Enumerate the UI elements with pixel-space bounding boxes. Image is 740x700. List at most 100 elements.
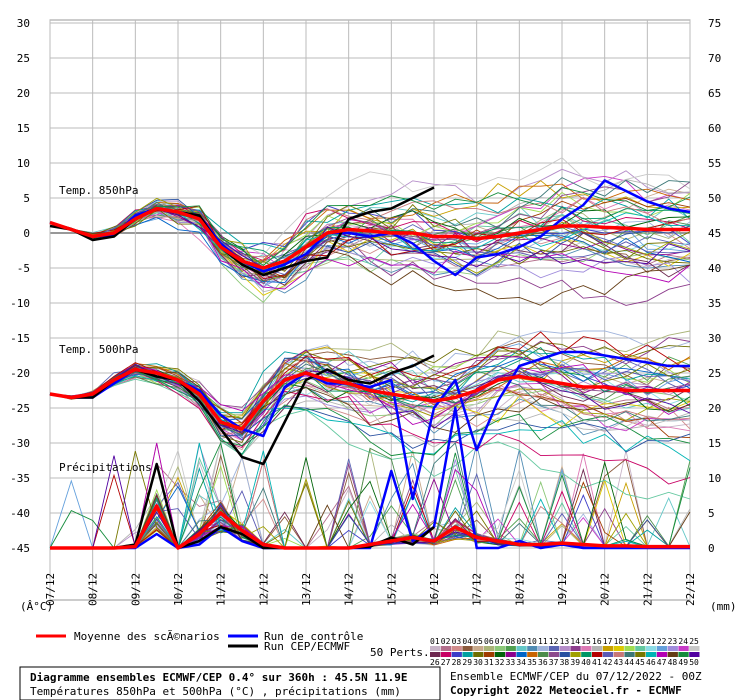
- y-tick-right: 45: [708, 227, 721, 240]
- pert-swatch: [516, 652, 527, 657]
- pert-swatch: [548, 646, 560, 651]
- pert-number: 15: [581, 637, 591, 646]
- pert-number: 19: [624, 637, 634, 646]
- pert-number: 43: [614, 658, 624, 667]
- pert-swatch: [602, 652, 614, 657]
- ensemble-member-line: [49, 208, 691, 278]
- legend-control-label: Run de contrôle: [264, 630, 363, 643]
- x-tick-label: 08/12: [87, 573, 100, 606]
- y-tick-right: 65: [708, 87, 721, 100]
- x-tick-label: 09/12: [129, 573, 142, 606]
- y-tick-right: 20: [708, 402, 721, 415]
- x-tick-label: 16/12: [428, 573, 441, 606]
- y-tick-left: -35: [10, 472, 30, 485]
- y-tick-left: 25: [17, 52, 30, 65]
- ensemble-member-line: [49, 375, 691, 462]
- pert-number: 03: [452, 637, 462, 646]
- pert-number: 09: [516, 637, 526, 646]
- series-line-mean: [49, 367, 690, 431]
- pert-number: 11: [538, 637, 548, 646]
- y-tick-right: 60: [708, 122, 721, 135]
- pert-swatch: [635, 646, 646, 651]
- pert-swatch: [484, 652, 495, 657]
- pert-number: 48: [668, 658, 678, 667]
- pert-swatch: [678, 646, 689, 651]
- pert-swatch: [613, 652, 624, 657]
- pert-number: 47: [657, 658, 667, 667]
- pert-number: 42: [603, 658, 613, 667]
- x-tick-label: 20/12: [599, 573, 612, 606]
- series-line-mean: [49, 206, 690, 270]
- pert-number: 38: [560, 658, 570, 667]
- y-tick-left: -40: [10, 507, 30, 520]
- pert-swatch: [538, 646, 549, 651]
- y-tick-left: 5: [23, 192, 30, 205]
- y-tick-left: -10: [10, 297, 30, 310]
- pert-swatch: [624, 646, 635, 651]
- pert-number: 41: [592, 658, 602, 667]
- pert-swatch: [451, 646, 462, 651]
- y-tick-left: 10: [17, 157, 30, 170]
- x-tick-label: 14/12: [343, 573, 356, 606]
- pert-swatch: [689, 652, 700, 657]
- ensemble-member-line: [49, 371, 691, 439]
- y-tick-right: 0: [708, 542, 715, 555]
- pert-swatch: [624, 652, 635, 657]
- pert-number: 31: [484, 658, 494, 667]
- pert-swatch: [462, 646, 473, 651]
- ensemble-member-line: [49, 203, 691, 276]
- y-tick-left: -25: [10, 402, 30, 415]
- pert-swatch: [473, 652, 484, 657]
- pert-swatch: [667, 646, 678, 651]
- pert-swatch: [592, 652, 603, 657]
- ensemble-member-line: [49, 350, 691, 419]
- x-axis: 07/12 08/12 09/12 10/12 11/12 12/12 13/12 14/12…: [44, 573, 697, 606]
- y-tick-left: -5: [17, 262, 30, 275]
- y-unit-right: (mm): [710, 600, 737, 613]
- y-tick-right: 50: [708, 192, 721, 205]
- y-tick-right: 10: [708, 472, 721, 485]
- pert-number: 22: [657, 637, 667, 646]
- pert-swatch: [451, 652, 462, 657]
- pert-number: 02: [441, 637, 451, 646]
- y-tick-left: -30: [10, 437, 30, 450]
- pert-number: 32: [495, 658, 505, 667]
- pert-number: 27: [441, 658, 451, 667]
- ensemble-member-line: [49, 354, 691, 419]
- pert-number: 21: [646, 637, 656, 646]
- pert-number: 37: [549, 658, 559, 667]
- y-tick-right: 25: [708, 367, 721, 380]
- y-tick-right: 30: [708, 332, 721, 345]
- pert-number: 29: [462, 658, 472, 667]
- pert-number: 20: [635, 637, 645, 646]
- pert-number: 25: [689, 637, 699, 646]
- y-tick-left: 0: [23, 227, 30, 240]
- pert-swatch: [635, 652, 646, 657]
- y-tick-left: -15: [10, 332, 30, 345]
- pert-swatch: [440, 646, 452, 651]
- pert-swatch: [548, 652, 560, 657]
- pert-number: 01: [430, 637, 440, 646]
- y-tick-right: 75: [708, 17, 721, 30]
- pert-swatch: [430, 646, 441, 651]
- y-tick-right: 5: [708, 507, 715, 520]
- copyright: Copyright 2022 Meteociel.fr - ECMWF: [450, 684, 682, 697]
- pert-number: 16: [592, 637, 602, 646]
- pert-number: 10: [527, 637, 537, 646]
- pert-number: 17: [603, 637, 613, 646]
- y-tick-left: 15: [17, 122, 30, 135]
- pert-number: 05: [473, 637, 483, 646]
- ensemble-member-line: [49, 177, 691, 270]
- pert-swatch: [516, 646, 527, 651]
- pert-number: 30: [473, 658, 483, 667]
- y-tick-left: -20: [10, 367, 30, 380]
- legend-perts-label: 50 Perts.: [370, 646, 430, 659]
- info-box: [19, 666, 441, 700]
- pert-number: 34: [516, 658, 526, 667]
- pert-swatch: [656, 646, 668, 651]
- panel-label-precip: Précipitations: [59, 461, 152, 474]
- pert-swatch: [559, 652, 570, 657]
- pert-swatch: [505, 646, 516, 651]
